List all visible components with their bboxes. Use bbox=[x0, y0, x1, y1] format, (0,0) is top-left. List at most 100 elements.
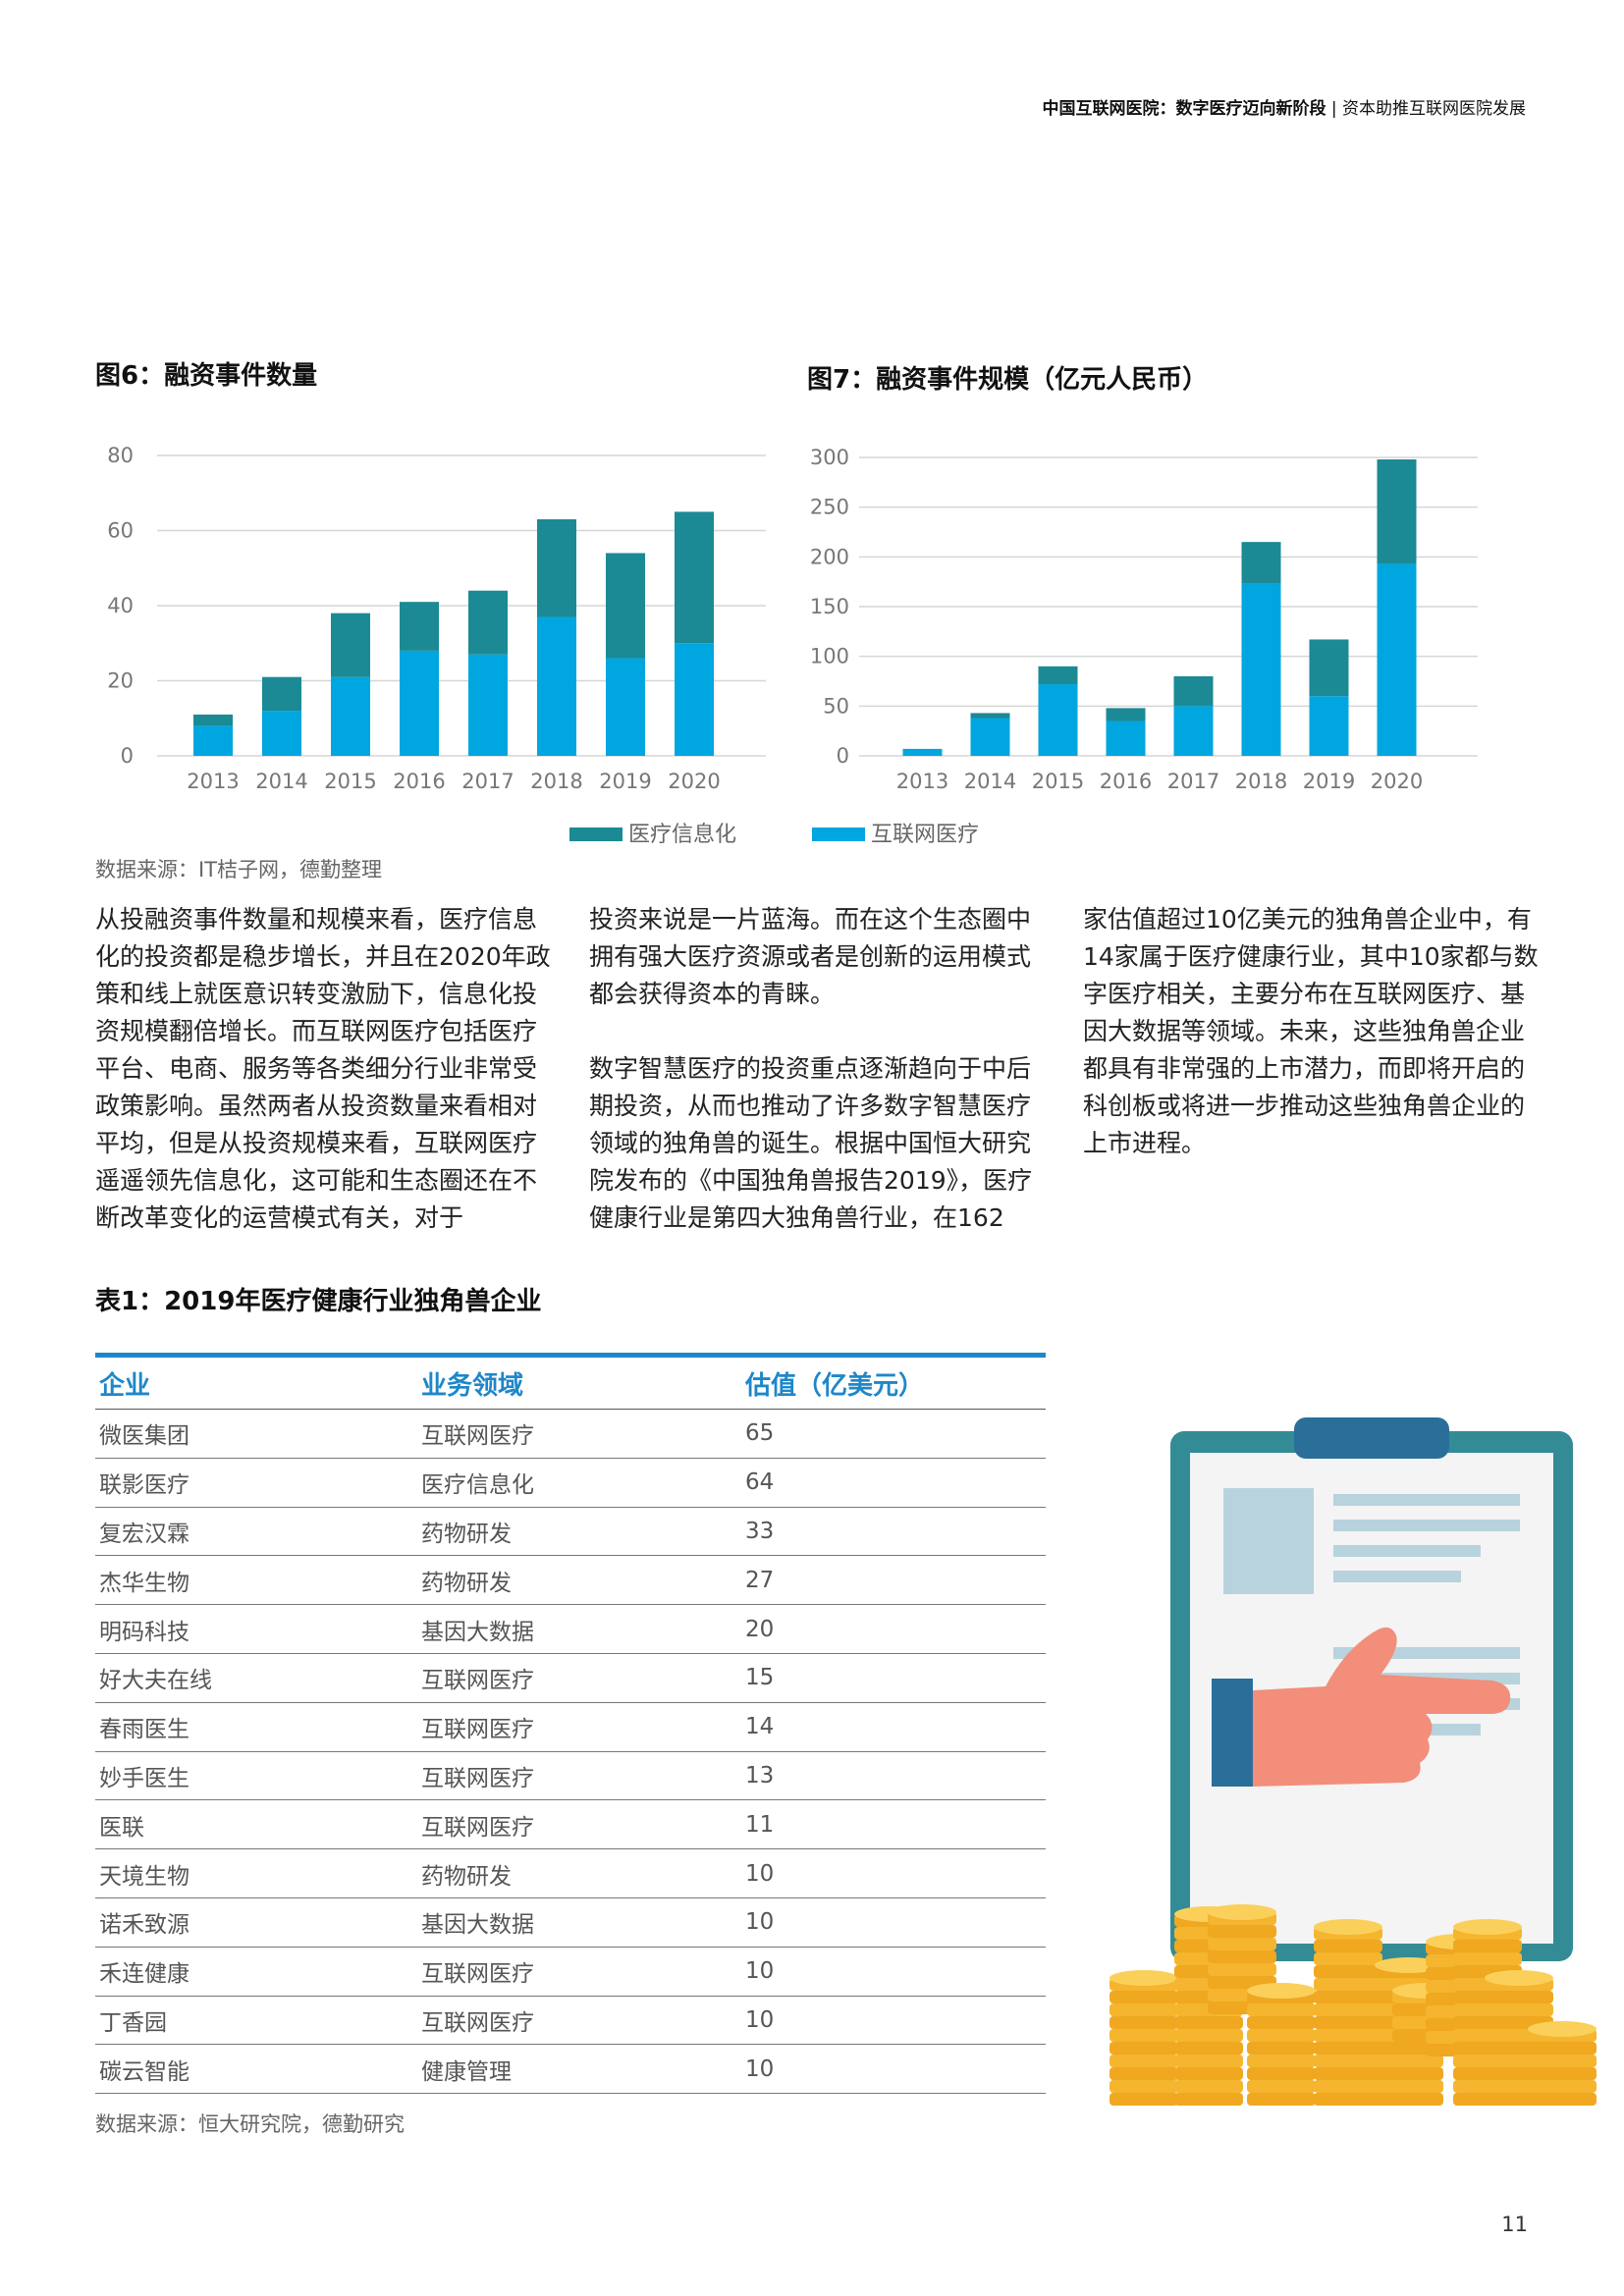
bar-segment bbox=[675, 643, 714, 756]
cell-business: 互联网医疗 bbox=[417, 1653, 741, 1703]
coin-top bbox=[1314, 1919, 1382, 1935]
cell-business: 药物研发 bbox=[417, 1848, 741, 1898]
bar-segment bbox=[1241, 583, 1281, 756]
pointing-hand-icon bbox=[1212, 1627, 1511, 1787]
cell-business: 互联网医疗 bbox=[417, 1751, 741, 1801]
bar-segment bbox=[468, 654, 508, 756]
body-paragraph: 数字智慧医疗的投资重点逐渐趋向于中后期投资，从而也推动了许多数字智慧医疗领域的独… bbox=[589, 1054, 1033, 1232]
coin bbox=[1247, 2080, 1316, 2093]
coin-top bbox=[1453, 1919, 1522, 1935]
unicorn-table: 企业 业务领域 估值（亿美元） 微医集团 互联网医疗 65 联影医疗 医疗信息化 64 … bbox=[95, 1353, 1046, 2095]
y-tick-label: 50 bbox=[823, 694, 849, 718]
y-tick-label: 20 bbox=[107, 669, 134, 693]
bar-segment bbox=[262, 676, 301, 712]
coin bbox=[1247, 2055, 1316, 2067]
table-row: 妙手医生 互联网医疗 13 bbox=[95, 1751, 1046, 1801]
coin-top bbox=[1247, 1983, 1316, 1999]
coin bbox=[1375, 2055, 1443, 2067]
cell-valuation: 64 bbox=[741, 1458, 1046, 1508]
x-tick-label: 2013 bbox=[187, 770, 239, 793]
coin bbox=[1314, 1991, 1382, 2003]
coin bbox=[1247, 2067, 1316, 2080]
cell-business: 互联网医疗 bbox=[417, 1947, 741, 1997]
coin bbox=[1528, 2080, 1597, 2093]
table-row: 天境生物 药物研发 10 bbox=[95, 1848, 1046, 1898]
coin bbox=[1110, 2016, 1178, 2029]
bar-segment bbox=[675, 511, 714, 644]
bar-segment bbox=[1309, 639, 1349, 697]
coin bbox=[1314, 2093, 1382, 2106]
body-column-3: 家估值超过10亿美元的独角兽企业中，有14家属于医疗健康行业，其中10家都与数字… bbox=[1083, 901, 1544, 1200]
coin bbox=[1247, 2029, 1316, 2042]
legend-label-series2: 互联网医疗 bbox=[871, 823, 980, 847]
x-tick-label: 2014 bbox=[255, 770, 307, 793]
cell-valuation: 14 bbox=[741, 1702, 1046, 1752]
cell-company: 春雨医生 bbox=[95, 1702, 417, 1752]
cell-company: 天境生物 bbox=[95, 1848, 417, 1898]
bar-segment bbox=[606, 658, 645, 756]
cell-valuation: 15 bbox=[741, 1653, 1046, 1703]
cell-business: 药物研发 bbox=[417, 1555, 741, 1606]
bar-segment bbox=[537, 519, 576, 617]
cell-business: 医疗信息化 bbox=[417, 1458, 741, 1508]
x-tick-label: 2018 bbox=[1235, 770, 1287, 793]
coin bbox=[1247, 2016, 1316, 2029]
cell-company: 碳云智能 bbox=[95, 2044, 417, 2095]
bar-segment bbox=[1241, 542, 1281, 584]
coin bbox=[1247, 2042, 1316, 2055]
cell-business: 互联网医疗 bbox=[417, 1799, 741, 1850]
coin bbox=[1174, 2029, 1243, 2042]
table-row: 微医集团 互联网医疗 65 bbox=[95, 1409, 1046, 1459]
coin bbox=[1528, 2042, 1597, 2055]
bar-segment bbox=[262, 711, 301, 756]
x-tick-label: 2014 bbox=[964, 770, 1016, 793]
cell-company: 复宏汉霖 bbox=[95, 1507, 417, 1557]
bar-segment bbox=[1377, 563, 1417, 756]
coin bbox=[1528, 2067, 1597, 2080]
legend-swatch-series2 bbox=[812, 828, 865, 841]
coin bbox=[1528, 2055, 1597, 2067]
page-number: 11 bbox=[1501, 2213, 1528, 2236]
cell-company: 明码科技 bbox=[95, 1604, 417, 1654]
coin bbox=[1528, 2093, 1597, 2106]
chart-legend: 医疗信息化 互联网医疗 bbox=[569, 817, 1060, 850]
fig7-chart: 0 50 100 150 200 250 300 2013 2014 2015 2016 2017 20… bbox=[810, 446, 1478, 793]
cell-business: 药物研发 bbox=[417, 1507, 741, 1557]
bar-segment bbox=[970, 718, 1010, 756]
table-row: 医联 互联网医疗 11 bbox=[95, 1799, 1046, 1850]
cell-valuation: 10 bbox=[741, 1897, 1046, 1948]
cell-valuation: 10 bbox=[741, 1947, 1046, 1997]
table-row: 明码科技 基因大数据 20 bbox=[95, 1604, 1046, 1654]
coin bbox=[1314, 1965, 1382, 1978]
coin bbox=[1208, 1963, 1276, 1976]
header-separator: | bbox=[1330, 99, 1337, 119]
body-paragraph: 投资来说是一片蓝海。而在这个生态圈中拥有强大医疗资源或者是创新的运用模式都会获得… bbox=[589, 905, 1032, 1008]
coin bbox=[1174, 2016, 1243, 2029]
coin bbox=[1247, 2093, 1316, 2106]
x-tick-label: 2020 bbox=[668, 770, 720, 793]
coin bbox=[1208, 1925, 1276, 1938]
x-tick-label: 2016 bbox=[1100, 770, 1152, 793]
coin bbox=[1314, 1952, 1382, 1965]
table-row: 春雨医生 互联网医疗 14 bbox=[95, 1702, 1046, 1752]
bar-segment bbox=[193, 725, 233, 756]
header-title: 中国互联网医院：数字医疗迈向新阶段 bbox=[1042, 99, 1326, 119]
cell-business: 健康管理 bbox=[417, 2044, 741, 2095]
cell-business: 基因大数据 bbox=[417, 1604, 741, 1654]
bar-segment bbox=[1173, 675, 1214, 707]
bar-segment bbox=[537, 616, 576, 756]
cell-valuation: 20 bbox=[741, 1604, 1046, 1654]
coin-top bbox=[1110, 1970, 1178, 1986]
x-tick-label: 2019 bbox=[1303, 770, 1355, 793]
bar-segment bbox=[1106, 721, 1146, 756]
coin bbox=[1314, 2055, 1382, 2067]
legend-swatch-series1 bbox=[569, 828, 623, 841]
cell-company: 医联 bbox=[95, 1799, 417, 1850]
coin bbox=[1314, 2080, 1382, 2093]
x-tick-label: 2013 bbox=[896, 770, 948, 793]
bar-segment bbox=[1038, 684, 1078, 756]
running-header: 中国互联网医院：数字医疗迈向新阶段 | 资本助推互联网医院发展 bbox=[1042, 94, 1526, 119]
coin bbox=[1174, 2067, 1243, 2080]
y-tick-label: 0 bbox=[837, 744, 849, 768]
cell-company: 杰华生物 bbox=[95, 1555, 417, 1606]
